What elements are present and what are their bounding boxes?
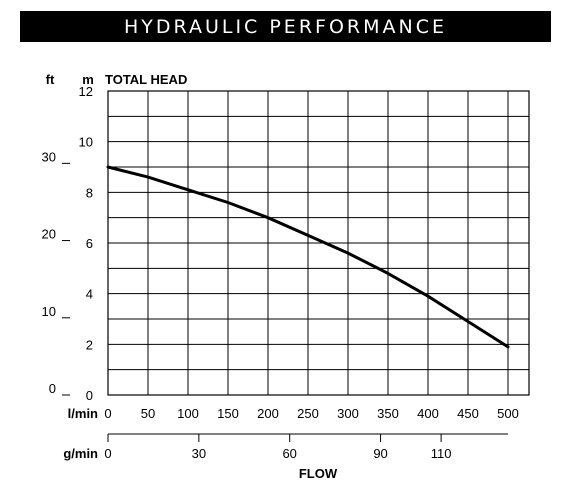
y-tick-label-ft: 30 [42,149,56,164]
x-tick-label-lmin: 350 [377,406,399,421]
gmin-unit-label: g/min [63,446,98,461]
y-tick-label-m: 0 [86,388,93,403]
title-banner: HYDRAULIC PERFORMANCE [20,11,551,42]
x-axis-title: FLOW [299,466,338,481]
lmin-unit-label: l/min [68,406,98,421]
x-tick-label-lmin: 150 [217,406,239,421]
y-tick-label-m: 4 [86,287,93,302]
y-tick-label-m: 8 [86,185,93,200]
y-tick-label-m: 10 [79,135,93,150]
x-tick-label-lmin: 450 [457,406,479,421]
x-tick-label-lmin: 0 [104,406,111,421]
x-tick-label-gmin: 0 [104,446,111,461]
x-tick-label-lmin: 400 [417,406,439,421]
plot-frame [107,90,530,396]
x-tick-label-gmin: 30 [192,446,206,461]
chart-title: HYDRAULIC PERFORMANCE [124,15,447,38]
y-axis-title: TOTAL HEAD [105,72,187,87]
y-tick-label-ft: 20 [42,227,56,242]
x-tick-label-lmin: 50 [141,406,155,421]
y-tick-label-m: 12 [79,84,93,99]
x-tick-label-lmin: 500 [497,406,519,421]
x-tick-label-lmin: 250 [297,406,319,421]
y-tick-label-m: 2 [86,337,93,352]
y-tick-label-m: 6 [86,236,93,251]
y-tick-label-ft: 0 [49,381,56,396]
x-tick-label-gmin: 110 [431,446,452,461]
x-tick-label-lmin: 200 [257,406,279,421]
performance-curve [106,165,510,349]
chart-grid [108,91,529,395]
x-tick-label-gmin: 90 [373,446,387,461]
chart-labels: 0 2 4 6 8 10 12 0 10 20 30 ft m TOTAL HEAD 0 50 100 150 20… [42,72,519,481]
x-tick-label-gmin: 60 [282,446,296,461]
x-tick-label-lmin: 300 [337,406,359,421]
x-tick-label-lmin: 100 [177,406,199,421]
m-unit-label: m [82,72,94,87]
y-tick-label-ft: 10 [42,304,56,319]
ft-unit-label: ft [46,72,55,87]
chart-axes [62,162,508,442]
